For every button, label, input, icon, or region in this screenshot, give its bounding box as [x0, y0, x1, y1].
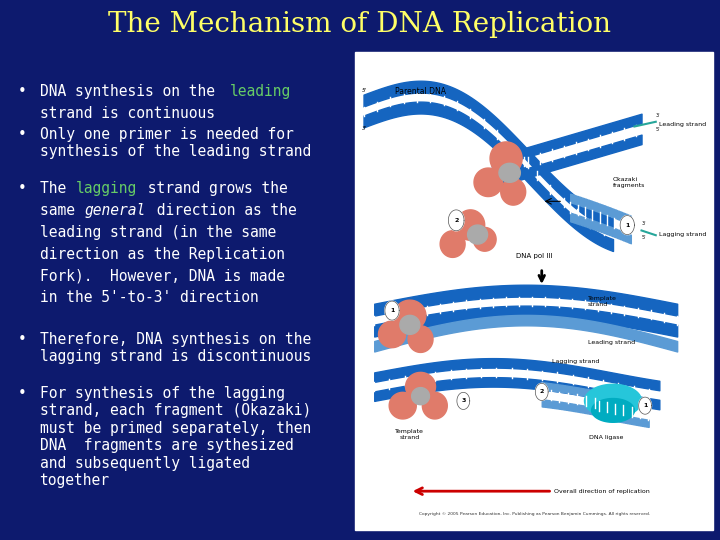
Polygon shape	[500, 179, 526, 205]
Text: DNA pol III: DNA pol III	[516, 253, 553, 259]
Polygon shape	[585, 384, 642, 417]
Polygon shape	[412, 388, 429, 404]
Bar	[355, 52, 713, 530]
Polygon shape	[394, 300, 426, 330]
Text: Only one primer is needed for
synthesis of the leading strand: Only one primer is needed for synthesis …	[40, 127, 311, 159]
Text: general: general	[85, 203, 146, 218]
Polygon shape	[379, 321, 405, 348]
Polygon shape	[457, 393, 469, 409]
Text: in the 5'-to-3' direction: in the 5'-to-3' direction	[40, 291, 258, 305]
Text: •: •	[18, 386, 27, 401]
Text: For synthesis of the lagging
strand, each fragment (Okazaki)
must be primed sepa: For synthesis of the lagging strand, eac…	[40, 386, 311, 488]
Text: same: same	[40, 203, 84, 218]
Text: 1: 1	[390, 308, 395, 313]
Text: 5': 5'	[642, 235, 646, 240]
Text: 3': 3'	[656, 113, 660, 118]
Text: strand is continuous: strand is continuous	[40, 106, 215, 120]
Text: Copyright © 2005 Pearson Education, Inc. Publishing as Pearson Benjamin Cummings: Copyright © 2005 Pearson Education, Inc.…	[419, 512, 650, 516]
Text: Parental DNA: Parental DNA	[395, 87, 446, 97]
Polygon shape	[408, 326, 433, 353]
Text: DNA ligase: DNA ligase	[589, 435, 623, 440]
Text: Lagging strand: Lagging strand	[552, 359, 600, 364]
Text: The: The	[40, 181, 75, 196]
Text: 2: 2	[539, 389, 544, 394]
Text: Template
strand: Template strand	[395, 429, 424, 440]
Text: leading strand (in the same: leading strand (in the same	[40, 225, 276, 240]
Polygon shape	[467, 225, 487, 244]
Text: •: •	[18, 332, 27, 347]
Text: strand grows the: strand grows the	[139, 181, 288, 196]
Text: •: •	[18, 84, 27, 99]
Text: 3': 3'	[361, 126, 366, 131]
Polygon shape	[639, 397, 652, 414]
Polygon shape	[400, 315, 420, 334]
Polygon shape	[449, 210, 464, 231]
Polygon shape	[385, 301, 399, 320]
Text: 1: 1	[643, 403, 647, 408]
Bar	[0, 0, 720, 50]
Polygon shape	[473, 227, 496, 251]
Polygon shape	[474, 168, 503, 197]
Text: direction as the: direction as the	[148, 203, 297, 218]
Polygon shape	[592, 399, 634, 422]
Text: 1: 1	[625, 222, 629, 227]
Text: Leading strand: Leading strand	[660, 122, 706, 127]
Text: Fork).  However, DNA is made: Fork). However, DNA is made	[40, 268, 284, 284]
Text: 5': 5'	[361, 88, 366, 93]
Text: Template
strand: Template strand	[588, 296, 617, 307]
Polygon shape	[490, 142, 522, 175]
Polygon shape	[536, 383, 548, 401]
Text: The Mechanism of DNA Replication: The Mechanism of DNA Replication	[109, 11, 611, 38]
Polygon shape	[390, 393, 416, 419]
Text: lagging: lagging	[76, 181, 137, 196]
Text: 5': 5'	[656, 127, 660, 132]
Polygon shape	[456, 210, 485, 240]
Polygon shape	[620, 215, 634, 234]
Polygon shape	[405, 373, 436, 401]
Text: 2: 2	[454, 218, 459, 223]
Text: 3': 3'	[642, 221, 646, 226]
Text: •: •	[18, 127, 27, 142]
Text: leading: leading	[230, 84, 291, 99]
Text: Overall direction of replication: Overall direction of replication	[552, 489, 650, 494]
Text: direction as the Replication: direction as the Replication	[40, 247, 284, 261]
Polygon shape	[423, 393, 447, 419]
Polygon shape	[499, 163, 521, 183]
Text: Lagging strand: Lagging strand	[660, 232, 707, 237]
Polygon shape	[440, 231, 465, 258]
Text: DNA synthesis on the: DNA synthesis on the	[40, 84, 223, 99]
Text: Leading strand: Leading strand	[588, 340, 635, 345]
Text: 3: 3	[461, 399, 466, 403]
Text: Therefore, DNA synthesis on the
lagging strand is discontinuous: Therefore, DNA synthesis on the lagging …	[40, 332, 311, 365]
Text: Okazaki
fragments: Okazaki fragments	[613, 177, 645, 188]
Text: •: •	[18, 181, 27, 196]
